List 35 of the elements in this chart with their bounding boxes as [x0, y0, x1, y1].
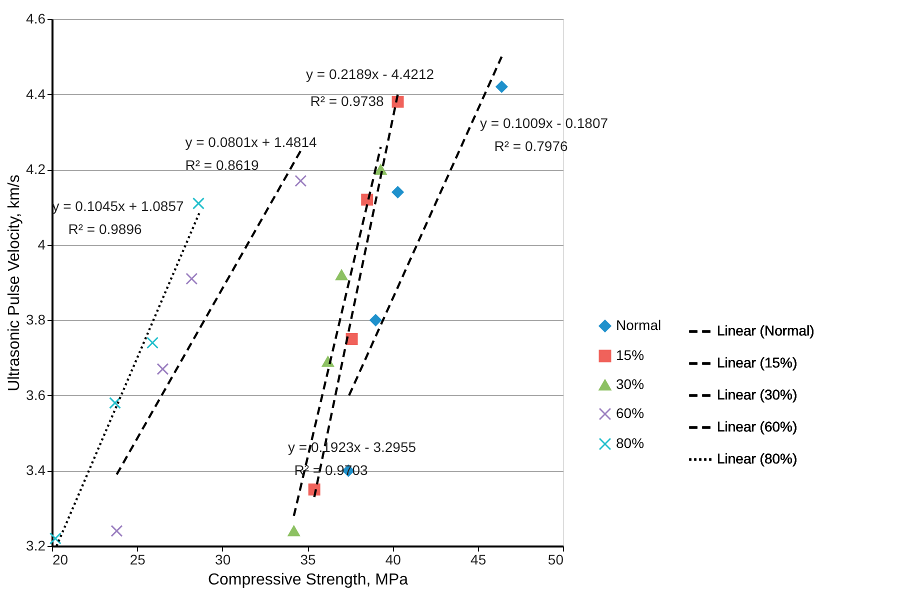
- annotation: R² = 0.9896: [68, 221, 142, 237]
- legend-label: 80%: [616, 435, 644, 451]
- y-tick-label: 3.2: [26, 538, 46, 554]
- annotation: y = 0.0801x + 1.4814: [185, 134, 317, 150]
- annotation: y = 0.1009x - 0.1807: [480, 115, 608, 131]
- y-tick-label: 3.6: [26, 386, 46, 403]
- legend-label: Linear (80%): [717, 450, 798, 466]
- legend-label: Linear (30%): [717, 386, 798, 402]
- x-tick-label: 20: [52, 552, 68, 568]
- annotation: R² = 0.9738: [310, 93, 384, 109]
- legend-label: 15%: [616, 347, 644, 363]
- legend-label: Normal: [616, 317, 662, 333]
- annotation: y = 0.2189x - 4.4212: [306, 66, 434, 82]
- x-tick-label: 50: [548, 552, 564, 568]
- legend-label: 30%: [616, 376, 644, 392]
- x-axis-title: Compressive Strength, MPa: [208, 572, 408, 588]
- annotation: y = 0.1923x - 3.2955: [288, 439, 416, 455]
- legend-label: Linear (60%): [717, 418, 798, 434]
- annotation: R² = 0.7976: [494, 138, 568, 154]
- legend-label: Linear (15%): [717, 354, 798, 370]
- y-tick-label: 4.4: [26, 86, 46, 102]
- y-tick-label: 3.8: [26, 312, 46, 328]
- legend-label: Linear (Normal): [717, 322, 814, 338]
- x-tick-label: 35: [300, 552, 316, 568]
- annotation: R² = 0.8619: [185, 157, 259, 173]
- y-tick-label: 3.4: [26, 462, 46, 478]
- x-tick-label: 25: [130, 552, 146, 568]
- x-tick-label: 45: [470, 552, 486, 568]
- x-tick-label: 30: [215, 552, 231, 568]
- y-axis-title: Ultrasonic Pulse Velocity, km/s: [6, 174, 24, 392]
- x-tick-label: 40: [385, 552, 402, 568]
- y-tick-label: 4: [38, 236, 46, 252]
- y-tick-label: 4.6: [26, 10, 46, 26]
- y-tick-label: 4.2: [26, 161, 46, 178]
- legend-label: 60%: [616, 405, 644, 421]
